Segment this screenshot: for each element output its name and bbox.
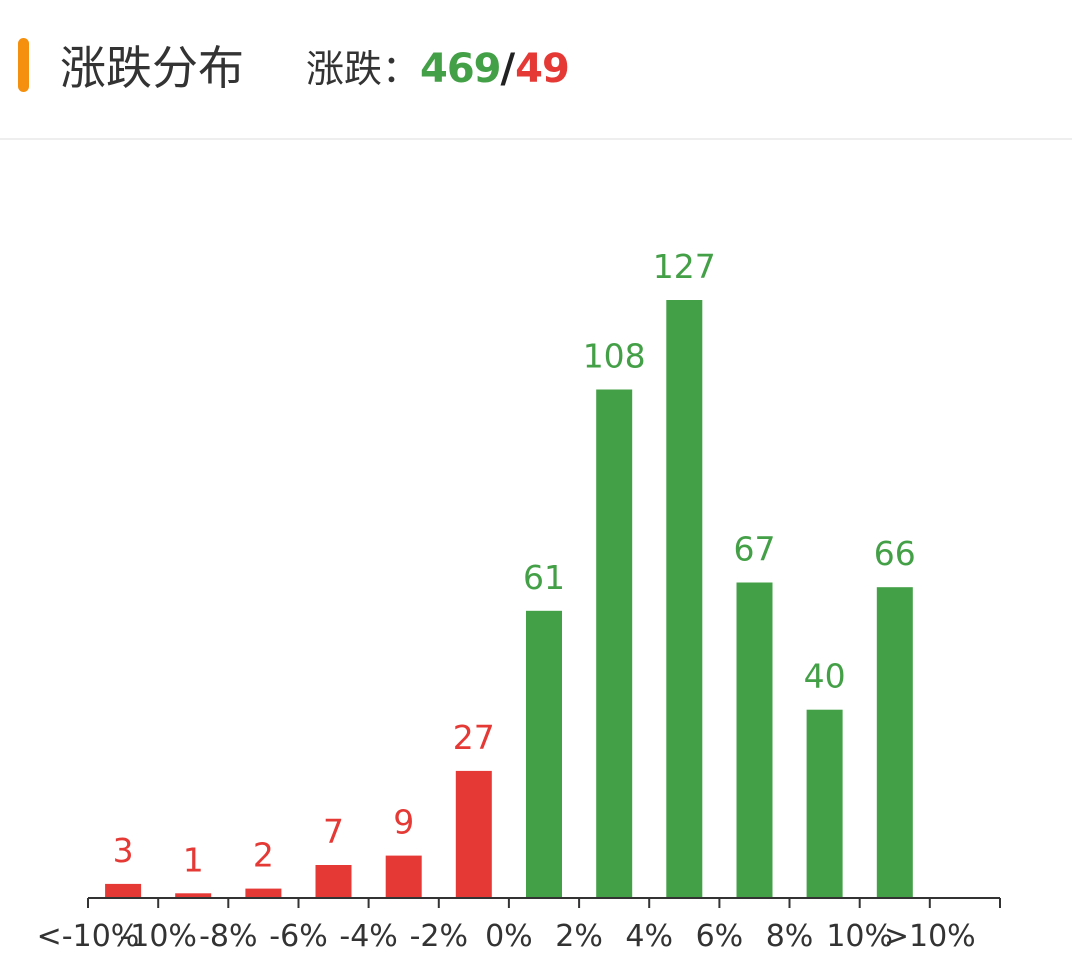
x-tick-label-7: 2%	[555, 919, 603, 954]
summary-separator: /	[500, 46, 516, 92]
distribution-chart: 3 1 2 7 9 27 61 108 127 67 40 66 <-10% -10% -8% -6% -4% -…	[0, 140, 1072, 974]
x-tick-label-3: -6%	[269, 919, 327, 954]
bar-value-label-6: 61	[523, 558, 565, 597]
bar-9	[736, 582, 773, 898]
x-tick-label-11: 10%	[826, 919, 893, 954]
bar-value-label-9: 67	[734, 530, 776, 569]
bar-value-label-7: 108	[583, 337, 646, 376]
up-down-summary: 涨跌：469/49	[306, 44, 570, 102]
bar-value-label-2: 2	[253, 836, 274, 875]
x-tick-label-0: <-10%	[37, 919, 140, 954]
x-tick-label-4: -4%	[339, 919, 397, 954]
bar-value-label-10: 40	[804, 657, 846, 696]
bar-value-label-4: 9	[393, 803, 414, 842]
bar-value-label-1: 1	[183, 840, 204, 879]
summary-label: 涨跌：	[306, 47, 421, 91]
x-tick-label-8: 4%	[625, 919, 673, 954]
bar-8	[666, 300, 703, 898]
x-tick-label-10: 8%	[766, 919, 814, 954]
x-tick-label-5: -2%	[410, 919, 468, 954]
x-tick-label-1: -10%	[119, 919, 197, 954]
bar-2	[245, 888, 282, 898]
bar-7	[596, 389, 633, 898]
bar-11	[876, 587, 913, 898]
bar-value-label-8: 127	[653, 247, 716, 286]
down-count: 49	[515, 46, 570, 92]
chart-title: 涨跌分布	[60, 41, 244, 95]
bar-6	[526, 610, 562, 898]
x-tick-label-2: -8%	[199, 919, 257, 954]
bar-3	[315, 865, 352, 898]
accent-bar	[18, 38, 29, 92]
bar-5	[455, 770, 492, 898]
x-tick-label-6: 0%	[485, 919, 533, 954]
x-tick-label-12: >10%	[884, 919, 976, 954]
bar-4	[385, 855, 422, 898]
up-count: 469	[420, 46, 501, 92]
bar-value-label-0: 3	[113, 831, 134, 870]
bar-value-label-11: 66	[874, 534, 916, 573]
chart-header: 涨跌分布 涨跌：469/49	[0, 0, 1072, 140]
bar-value-label-3: 7	[323, 812, 344, 851]
bar-value-label-5: 27	[453, 718, 495, 757]
x-tick-label-9: 6%	[696, 919, 744, 954]
bar-0	[105, 883, 142, 898]
bar-1	[175, 893, 212, 898]
bar-10	[806, 709, 843, 898]
